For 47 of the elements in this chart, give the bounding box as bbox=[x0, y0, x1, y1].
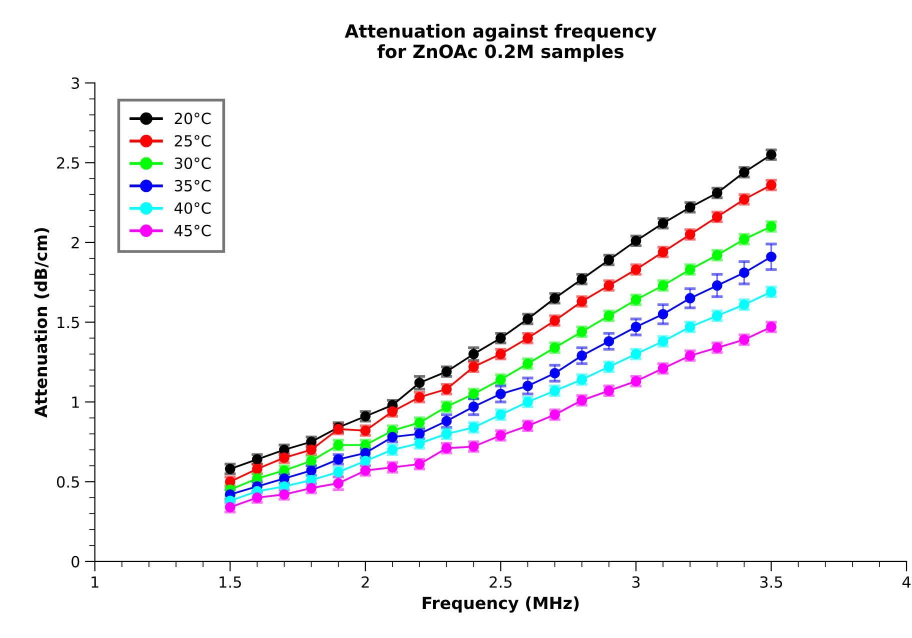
point bbox=[468, 362, 479, 372]
point bbox=[684, 293, 696, 304]
point bbox=[468, 348, 479, 360]
point bbox=[252, 492, 262, 503]
x-tick-label: 2.5 bbox=[490, 576, 512, 588]
x-tick-label: 4 bbox=[902, 576, 911, 588]
legend-label: 30°C bbox=[174, 157, 211, 170]
point bbox=[576, 350, 588, 361]
point bbox=[766, 252, 776, 262]
point bbox=[712, 280, 722, 291]
y-tick-label: 1.5 bbox=[58, 316, 79, 328]
x-tick-label: 1.5 bbox=[220, 576, 241, 588]
y-tick-label: 2 bbox=[72, 236, 79, 248]
x-axis-title: Frequency (MHz) bbox=[422, 596, 579, 613]
y-tick-label: 2.5 bbox=[57, 157, 79, 169]
point bbox=[630, 322, 642, 332]
y-tick-label: 0.5 bbox=[56, 476, 79, 488]
x-tick-label: 1 bbox=[92, 576, 98, 588]
x-tick-label: 3.5 bbox=[760, 576, 782, 588]
y-tick-label: 0 bbox=[72, 556, 80, 568]
legend-label: 25°C bbox=[174, 135, 211, 147]
legend-label: 20°C bbox=[174, 112, 211, 124]
point bbox=[468, 402, 479, 412]
point bbox=[306, 444, 317, 455]
point bbox=[414, 428, 425, 440]
legend-label: 40°C bbox=[174, 202, 211, 214]
point bbox=[495, 374, 506, 385]
point bbox=[441, 428, 452, 440]
y-tick-label: 1 bbox=[72, 396, 79, 408]
point bbox=[333, 478, 344, 488]
legend-label: 45°C bbox=[174, 224, 211, 236]
legend-label: 35°C bbox=[174, 180, 211, 192]
point bbox=[441, 416, 452, 426]
point bbox=[550, 368, 560, 378]
point bbox=[414, 417, 425, 428]
point bbox=[414, 378, 425, 388]
chart-title: Attenuation against frequency for ZnOAc 0.2M samples bbox=[344, 24, 656, 62]
point bbox=[604, 336, 614, 347]
point bbox=[738, 268, 750, 278]
point bbox=[658, 309, 668, 320]
y-tick-label: 3 bbox=[72, 77, 80, 89]
point bbox=[306, 456, 317, 466]
y-axis-title: Attenuation (dB/cm) bbox=[34, 228, 50, 418]
x-tick-label: 2 bbox=[362, 576, 369, 588]
point bbox=[495, 388, 506, 400]
x-tick-label: 3 bbox=[632, 576, 640, 588]
point bbox=[522, 380, 533, 392]
